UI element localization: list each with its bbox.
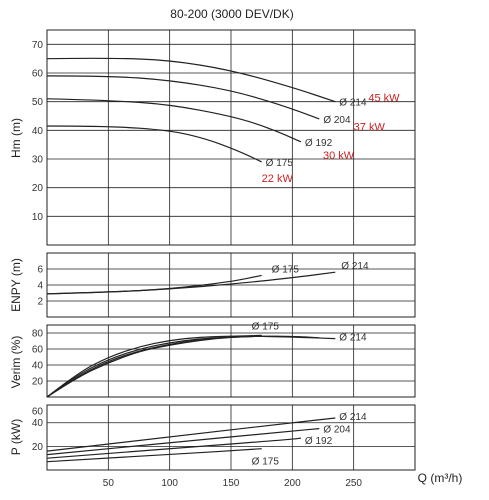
power-rating-annotation-1: 37 kW: [354, 121, 386, 133]
series-line-power-3: [46, 448, 262, 463]
series-label-npsh-1: Ø 214: [341, 261, 369, 272]
x-tick-label-3: 200: [284, 478, 301, 489]
y-tick-label-head-5: 60: [32, 69, 44, 80]
panel-frame-power: [46, 404, 416, 471]
y-tick-label-head-2: 30: [32, 155, 44, 166]
power-rating-annotation-0: 45 kW: [368, 93, 400, 105]
series-line-efficiency-2: [46, 335, 320, 398]
series-label-head-0: Ø 214: [339, 98, 367, 109]
series-label-power-2: Ø 192: [305, 436, 333, 447]
chart-title: 80-200 (3000 DEV/DK): [170, 7, 293, 21]
x-tick-label-1: 100: [161, 478, 178, 489]
series-label-head-1: Ø 204: [323, 115, 351, 126]
x-tick-label-2: 150: [223, 478, 240, 489]
series-line-efficiency-3: [46, 335, 336, 398]
x-tick-label-0: 50: [103, 478, 115, 489]
series-line-efficiency-1: [46, 335, 301, 398]
series-line-power-0: [46, 417, 336, 452]
y-tick-label-efficiency-0: 20: [32, 377, 44, 388]
panel-npsh: 2 4 6 ENPY (m) Ø 175 Ø 214: [9, 252, 416, 318]
y-axis-label-head: Hm (m): [9, 118, 23, 158]
series-line-npsh-1: [46, 271, 336, 295]
x-axis-label: Q (m³/h): [418, 471, 463, 485]
power-rating-annotation-3: 22 kW: [262, 173, 294, 185]
y-tick-label-power-0: 20: [32, 442, 44, 453]
series-label-head-3: Ø 175: [266, 158, 294, 169]
y-tick-label-head-4: 50: [32, 97, 44, 108]
x-axis-ticks: 50 100 150 200 250: [103, 478, 363, 489]
series-line-head-3: [46, 125, 262, 163]
panel-head: 10 20 30 40 50 60 70 Hm (m) Ø 214 Ø 204 Ø 192 Ø 175…: [9, 29, 416, 246]
series-line-head-0: [46, 57, 336, 103]
panel-frame-npsh: [46, 252, 416, 318]
series-line-head-2: [46, 98, 302, 143]
y-tick-label-npsh-0: 2: [37, 297, 43, 308]
panel-frame-efficiency: [46, 324, 416, 398]
y-axis-label-power: P (kW): [9, 419, 23, 455]
y-tick-label-head-3: 40: [32, 126, 44, 137]
y-tick-label-head-0: 10: [32, 212, 44, 223]
series-line-head-1: [46, 75, 320, 120]
power-rating-annotation-2: 30 kW: [323, 150, 355, 162]
y-axis-label-npsh: ENPY (m): [9, 258, 23, 312]
panel-frame-head: [46, 29, 416, 246]
x-tick-label-4: 250: [345, 478, 362, 489]
y-tick-label-power-2: 60: [32, 407, 44, 418]
y-tick-label-npsh-2: 6: [37, 265, 43, 276]
y-tick-label-efficiency-1: 40: [32, 361, 44, 372]
series-line-power-1: [46, 428, 320, 456]
y-tick-label-npsh-1: 4: [37, 281, 43, 292]
series-label-npsh-0: Ø 175: [272, 264, 300, 275]
y-tick-label-efficiency-2: 60: [32, 345, 44, 356]
y-tick-label-efficiency-3: 80: [32, 329, 44, 340]
series-label-power-1: Ø 204: [323, 425, 351, 436]
series-line-efficiency-0: [46, 334, 262, 398]
series-label-efficiency-0: Ø 175: [252, 321, 280, 332]
y-tick-label-power-1: 40: [32, 418, 44, 429]
y-tick-label-head-6: 70: [32, 40, 44, 51]
series-label-power-0: Ø 214: [339, 412, 367, 423]
y-tick-label-head-1: 20: [32, 183, 44, 194]
series-line-power-2: [46, 437, 301, 459]
y-axis-label-efficiency: Verim (%): [9, 336, 23, 389]
panel-efficiency: 20 40 60 80 Verim (%) Ø 175 Ø 214: [9, 321, 416, 398]
series-label-efficiency-3: Ø 214: [339, 333, 367, 344]
series-label-power-3: Ø 175: [252, 457, 280, 468]
series-label-head-2: Ø 192: [305, 138, 333, 149]
